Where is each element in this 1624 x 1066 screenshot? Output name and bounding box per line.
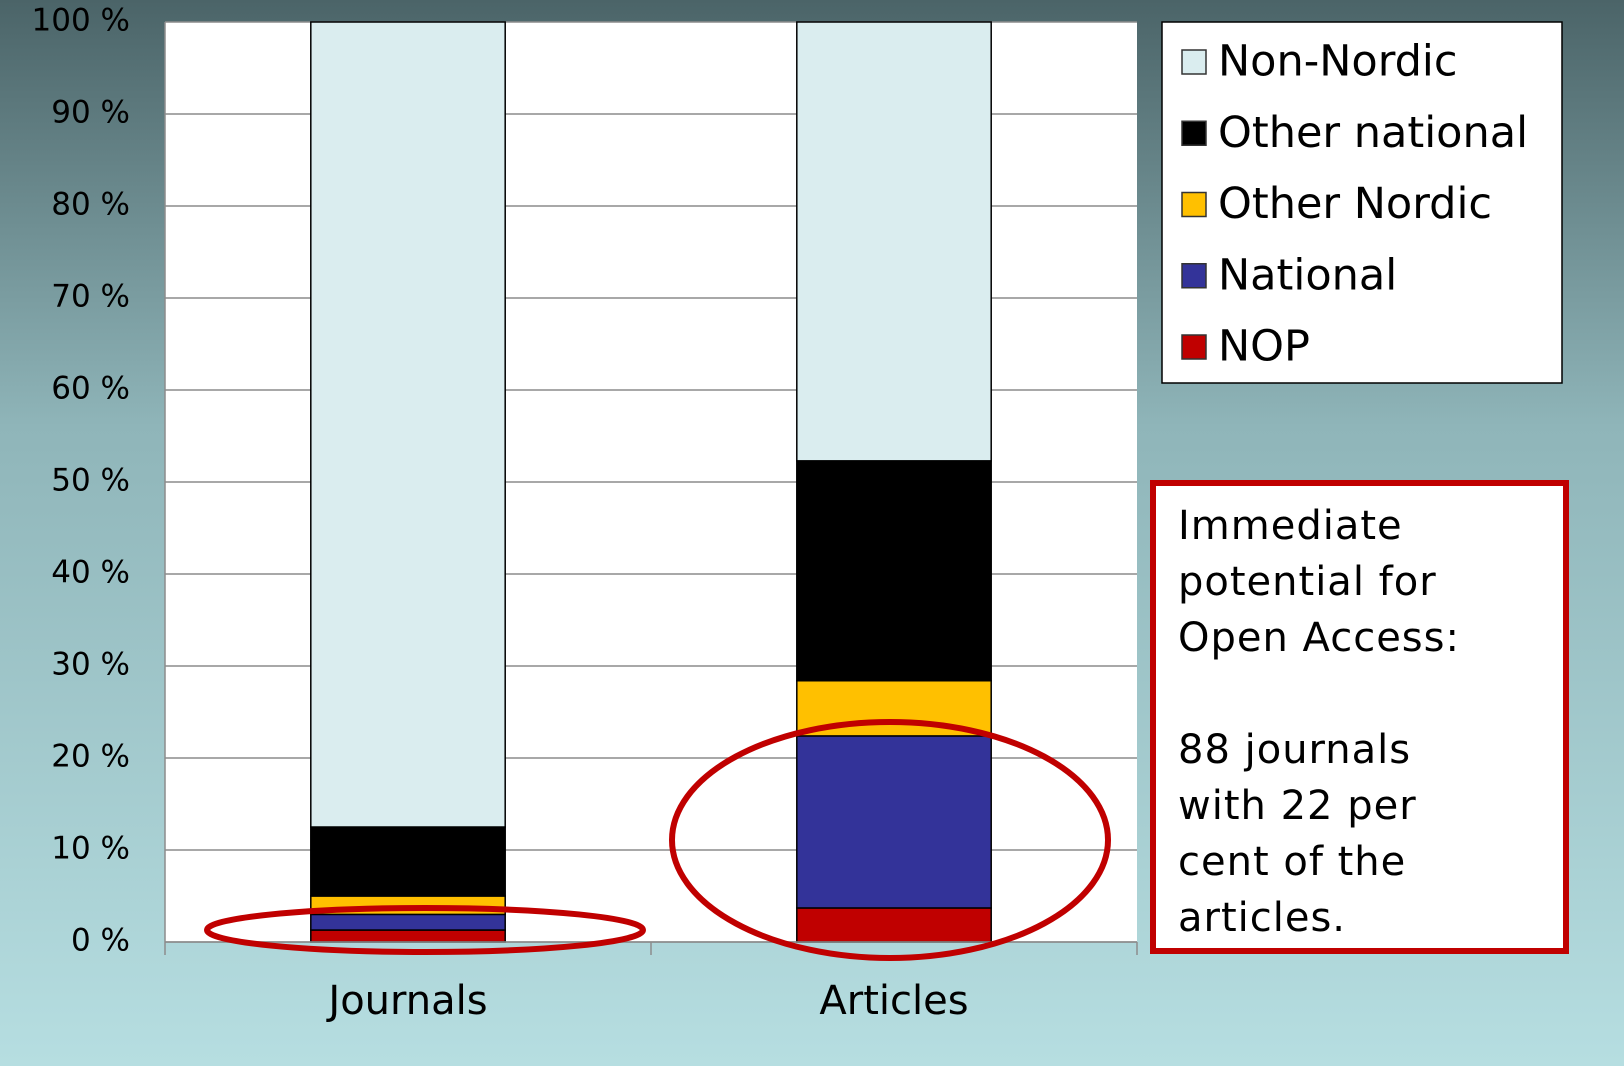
y-tick-label: 10 % bbox=[51, 831, 130, 867]
legend-label: National bbox=[1218, 250, 1397, 300]
bar-segment bbox=[310, 913, 506, 931]
bar-segment bbox=[796, 907, 992, 943]
annotation-box: Immediate potential for Open Access: 88 … bbox=[1150, 480, 1569, 954]
y-tick-label: 90 % bbox=[51, 95, 130, 131]
y-tick-label: 80 % bbox=[51, 187, 130, 223]
legend-label: NOP bbox=[1218, 322, 1310, 372]
y-tick-label: 0 % bbox=[71, 923, 130, 959]
legend-swatch bbox=[1181, 191, 1207, 218]
bar-segment bbox=[310, 826, 506, 897]
bar-segment bbox=[310, 929, 506, 943]
y-tick-label: 40 % bbox=[51, 555, 130, 591]
annotation: 88 journals with 22 per cent of the arti… bbox=[1178, 727, 1417, 941]
annotation: Immediate potential for Open Access: bbox=[1178, 503, 1460, 661]
x-tick-label: Journals bbox=[325, 978, 487, 1024]
bar-segment bbox=[310, 21, 506, 828]
y-tick-label: 70 % bbox=[51, 279, 130, 315]
legend-swatch bbox=[1181, 120, 1207, 146]
bar-segment bbox=[796, 735, 992, 909]
y-tick-label: 100 % bbox=[32, 3, 130, 39]
legend-swatch bbox=[1181, 263, 1207, 289]
legend-swatch bbox=[1181, 49, 1207, 75]
x-tick-label: Articles bbox=[819, 978, 968, 1024]
y-tick-label: 30 % bbox=[51, 647, 130, 683]
y-tick-label: 60 % bbox=[51, 371, 130, 407]
legend-box bbox=[1161, 21, 1563, 384]
legend-swatch bbox=[1181, 334, 1207, 360]
bar-segment bbox=[796, 460, 992, 682]
highlight-ellipse bbox=[669, 719, 1111, 961]
y-tick-label: 20 % bbox=[51, 739, 130, 775]
legend-label: Other national bbox=[1218, 108, 1528, 158]
y-tick-label: 50 % bbox=[51, 463, 130, 499]
highlight-ellipse bbox=[204, 905, 646, 955]
legend-label: Other Nordic bbox=[1218, 179, 1492, 229]
bar-segment bbox=[796, 21, 992, 462]
legend-label: Non-Nordic bbox=[1218, 37, 1458, 87]
